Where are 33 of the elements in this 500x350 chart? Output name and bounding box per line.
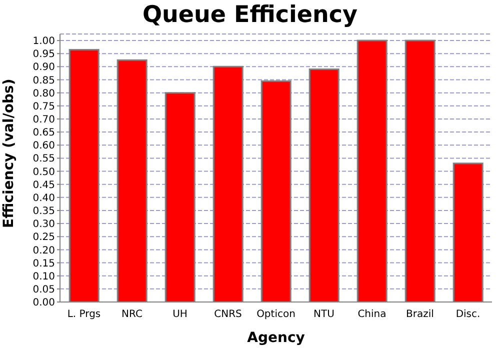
x-tick-label: UH (172, 309, 188, 320)
y-tick-label: 0.45 (32, 180, 55, 191)
y-tick-label: 0.15 (32, 258, 55, 270)
x-tick-label: L. Prgs (67, 309, 101, 320)
y-tick-label: 0.20 (32, 245, 55, 256)
x-tick-label: Disc. (456, 309, 480, 320)
y-tick-label: 0.85 (32, 75, 55, 86)
x-tick-label: Brazil (406, 309, 434, 320)
y-tick-label: 0.65 (32, 128, 55, 139)
y-tick-label: 0.75 (32, 101, 55, 112)
y-tick-label: 0.25 (32, 232, 55, 244)
y-tick-label: 1.00 (32, 36, 55, 48)
x-tick-label: NRC (122, 309, 142, 320)
y-tick-label: 0.90 (32, 62, 55, 74)
x-tick-label: CNRS (214, 309, 242, 320)
y-tick-label: 0.70 (32, 114, 55, 126)
x-tick-label: China (358, 309, 386, 320)
x-axis-title: Agency (247, 330, 305, 346)
y-tick-label: 0.10 (32, 271, 55, 282)
y-tick-label: 0.50 (32, 166, 55, 178)
y-axis-title: Efficiency (val/obs) (0, 78, 17, 228)
y-tick-label: 0.55 (32, 154, 55, 165)
y-tick-label: 0.80 (32, 88, 55, 100)
y-tick-label: 0.35 (32, 206, 55, 218)
y-tick-label: 0.05 (32, 284, 55, 296)
y-tick-label: 0.30 (32, 219, 55, 230)
x-tick-label: Opticon (256, 309, 296, 320)
y-tick-label: 0.40 (32, 192, 55, 204)
x-tick-label: NTU (314, 309, 334, 320)
y-tick-label: 0.00 (32, 298, 55, 309)
y-tick-label: 0.95 (32, 49, 55, 60)
y-tick-label: 0.60 (32, 140, 55, 152)
chart-title: Queue Efficiency (142, 2, 358, 28)
